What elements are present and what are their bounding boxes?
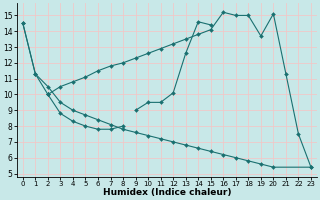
X-axis label: Humidex (Indice chaleur): Humidex (Indice chaleur) — [103, 188, 231, 197]
